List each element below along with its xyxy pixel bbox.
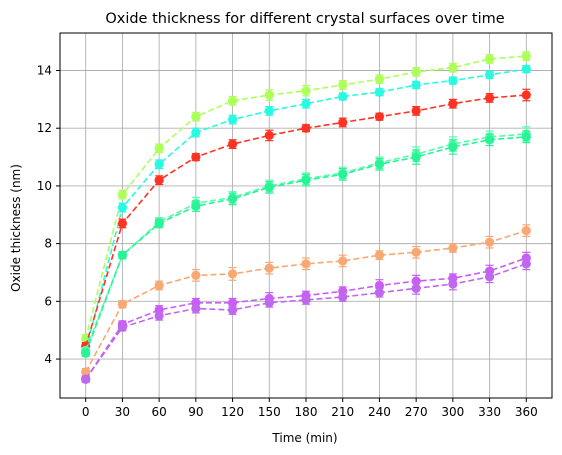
data-point — [118, 219, 127, 228]
data-point — [81, 375, 90, 384]
data-point — [375, 251, 384, 260]
data-point — [522, 51, 531, 60]
data-point — [191, 202, 200, 211]
data-point — [485, 54, 494, 63]
data-point — [412, 67, 421, 76]
data-point — [191, 152, 200, 161]
data-point — [265, 298, 274, 307]
y-tick-label: 6 — [44, 294, 52, 308]
y-tick-label: 12 — [37, 121, 52, 135]
data-point — [338, 256, 347, 265]
x-tick-label: 360 — [515, 405, 538, 419]
data-point — [448, 142, 457, 151]
data-point — [191, 128, 200, 137]
data-point — [522, 226, 531, 235]
data-point — [412, 106, 421, 115]
data-point — [81, 349, 90, 358]
data-point — [522, 132, 531, 141]
data-point — [448, 99, 457, 108]
y-axis: 4 6 8 10 12 14 — [37, 64, 60, 367]
x-tick-label: 210 — [331, 405, 354, 419]
x-tick-label: 0 — [82, 405, 90, 419]
data-point — [375, 75, 384, 84]
data-point — [301, 176, 310, 185]
data-point — [485, 93, 494, 102]
x-tick-label: 90 — [188, 405, 203, 419]
data-point — [118, 323, 127, 332]
data-point — [375, 288, 384, 297]
data-point — [191, 112, 200, 121]
data-point — [375, 160, 384, 169]
data-point — [155, 144, 164, 153]
data-point — [301, 86, 310, 95]
data-point — [265, 90, 274, 99]
x-tick-label: 180 — [295, 405, 318, 419]
data-point — [522, 90, 531, 99]
data-point — [485, 135, 494, 144]
data-point — [265, 131, 274, 140]
x-tick-label: 270 — [405, 405, 428, 419]
data-point — [155, 176, 164, 185]
data-point — [522, 64, 531, 73]
data-point — [412, 248, 421, 257]
chart-title: Oxide thickness for different crystal su… — [105, 11, 504, 27]
data-point — [412, 284, 421, 293]
x-tick-label: 60 — [151, 405, 166, 419]
data-point — [228, 194, 237, 203]
data-point — [448, 243, 457, 252]
data-point — [301, 259, 310, 268]
data-point — [265, 183, 274, 192]
data-point — [338, 292, 347, 301]
data-point — [118, 190, 127, 199]
data-point — [118, 300, 127, 309]
x-tick-label: 300 — [441, 405, 464, 419]
data-point — [375, 88, 384, 97]
x-axis-label: Time (min) — [271, 431, 337, 445]
y-tick-label: 4 — [44, 352, 52, 366]
data-point — [155, 281, 164, 290]
data-point — [155, 311, 164, 320]
data-point — [118, 203, 127, 212]
y-axis-label: Oxide thickness (nm) — [9, 164, 23, 292]
data-point — [485, 70, 494, 79]
data-point — [265, 264, 274, 273]
data-point — [118, 251, 127, 260]
data-point — [338, 170, 347, 179]
data-point — [412, 152, 421, 161]
x-tick-label: 30 — [115, 405, 130, 419]
data-point — [265, 106, 274, 115]
data-point — [301, 99, 310, 108]
data-point — [448, 76, 457, 85]
data-point — [448, 279, 457, 288]
data-point — [191, 304, 200, 313]
x-tick-label: 330 — [478, 405, 501, 419]
data-point — [338, 118, 347, 127]
data-point — [301, 124, 310, 133]
data-point — [375, 112, 384, 121]
data-point — [522, 259, 531, 268]
data-point — [412, 80, 421, 89]
data-point — [448, 63, 457, 72]
y-tick-label: 8 — [44, 237, 52, 251]
data-point — [228, 269, 237, 278]
x-axis: 0 30 60 90 120 150 180 210 240 270 300 330 360 — [82, 398, 538, 419]
y-tick-label: 14 — [37, 64, 52, 78]
data-point — [228, 115, 237, 124]
data-point — [228, 305, 237, 314]
data-point — [228, 139, 237, 148]
data-point — [301, 295, 310, 304]
data-point — [485, 272, 494, 281]
data-point — [228, 96, 237, 105]
data-point — [155, 219, 164, 228]
data-point — [338, 80, 347, 89]
data-point — [338, 92, 347, 101]
x-tick-label: 120 — [221, 405, 244, 419]
data-point — [155, 160, 164, 169]
data-point — [485, 238, 494, 247]
y-tick-label: 10 — [37, 179, 52, 193]
x-tick-label: 240 — [368, 405, 391, 419]
data-point — [191, 271, 200, 280]
x-tick-label: 150 — [258, 405, 281, 419]
